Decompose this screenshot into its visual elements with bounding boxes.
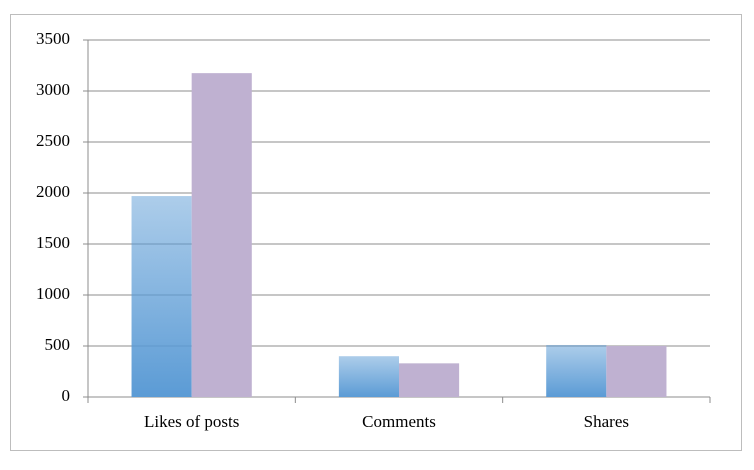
bar [606, 346, 667, 397]
y-tick-label: 1500 [36, 233, 70, 252]
y-tick-label: 2000 [36, 182, 70, 201]
bar [191, 73, 252, 398]
y-tick-label: 500 [45, 335, 71, 354]
y-tick-label: 0 [62, 386, 71, 405]
bar [399, 363, 460, 397]
y-tick-label: 2500 [36, 131, 70, 150]
bar [338, 356, 399, 397]
y-tick-label: 3500 [36, 29, 70, 48]
y-tick-label: 3000 [36, 80, 70, 99]
bar [546, 344, 607, 397]
bar [131, 196, 192, 397]
y-tick-label: 1000 [36, 284, 70, 303]
x-tick-label: Likes of posts [144, 412, 239, 431]
x-tick-label: Comments [362, 412, 436, 431]
x-tick-label: Shares [584, 412, 629, 431]
